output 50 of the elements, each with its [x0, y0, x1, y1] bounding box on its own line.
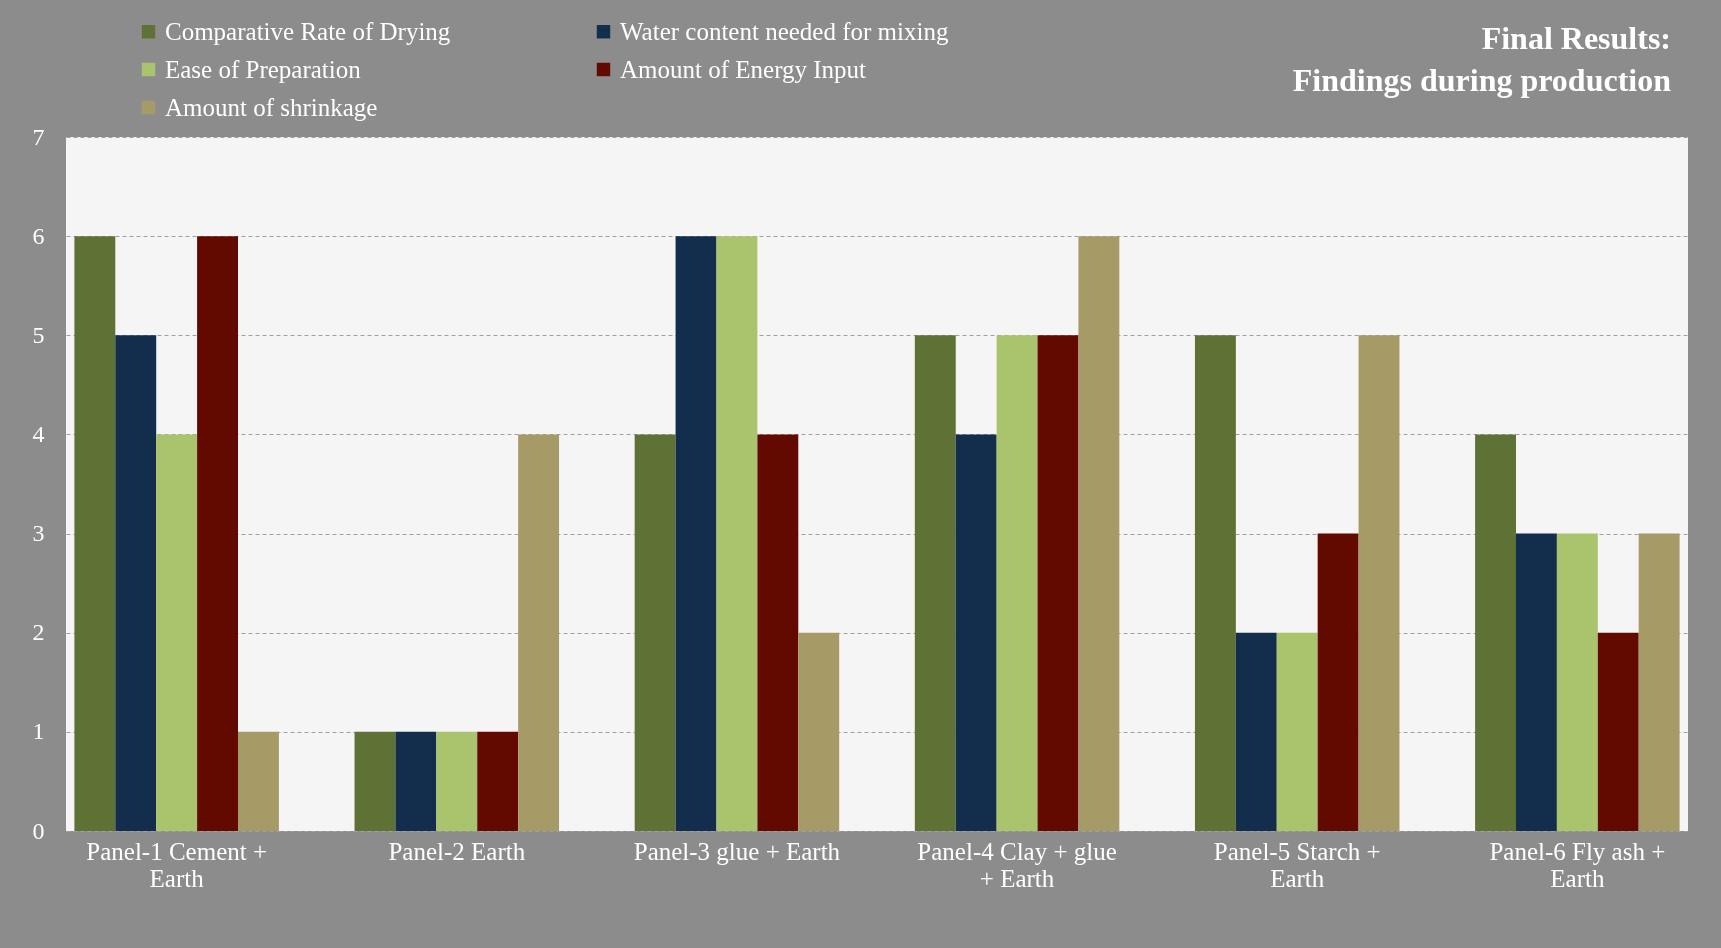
bar [197, 236, 238, 831]
bar [1358, 335, 1400, 831]
bar [518, 434, 560, 831]
bar [1078, 236, 1120, 831]
bar [156, 434, 198, 831]
bar [238, 731, 279, 831]
bar [757, 434, 799, 831]
legend-label: Ease of Preparation [165, 55, 362, 83]
bar [74, 236, 116, 831]
bar [1597, 632, 1639, 831]
y-tick-label: 3 [32, 520, 45, 547]
y-tick-label: 5 [32, 321, 45, 348]
x-tick-label: Panel-4 Clay + glue + Earth [917, 837, 1117, 892]
bar [675, 236, 717, 831]
bar [798, 632, 840, 831]
bar [716, 236, 758, 831]
bar [354, 731, 396, 831]
bar [914, 335, 956, 831]
bar [1556, 533, 1598, 831]
y-tick-label: 0 [32, 817, 45, 844]
bar [1235, 632, 1277, 831]
bar [1276, 632, 1318, 831]
y-tick-label: 7 [32, 123, 45, 150]
bar [1638, 533, 1680, 831]
bar [1475, 434, 1516, 831]
bar [1317, 533, 1359, 831]
y-tick-label: 2 [32, 619, 45, 646]
bar [436, 731, 478, 831]
y-tick-label: 6 [32, 222, 45, 249]
legend-label: Amount of Energy Input [620, 55, 867, 83]
bar [1194, 335, 1236, 831]
y-tick-label: 4 [32, 420, 45, 447]
x-tick-label: Panel-6 Fly ash + Earth [1489, 837, 1666, 892]
x-tick-label: Panel-1 Cement + Earth [86, 837, 268, 892]
legend-label: Amount of shrinkage [165, 93, 378, 121]
x-tick-label: Panel-3 glue + Earth [633, 837, 841, 865]
bar [996, 335, 1038, 831]
bar [1516, 533, 1557, 831]
legend-label: Water content needed for mixing [620, 17, 949, 45]
bar [1037, 335, 1079, 831]
bar [395, 731, 437, 831]
x-tick-label: Panel-5 Starch + Earth [1213, 837, 1381, 892]
legend-label: Comparative Rate of Drying [165, 17, 451, 45]
bar [634, 434, 676, 831]
y-tick-label: 1 [32, 718, 45, 745]
bar [477, 731, 519, 831]
bar [115, 335, 157, 831]
x-tick-label: Panel-2 Earth [388, 837, 526, 865]
chart-title: Final Results: Findings during production [1292, 20, 1672, 98]
bar [955, 434, 997, 831]
